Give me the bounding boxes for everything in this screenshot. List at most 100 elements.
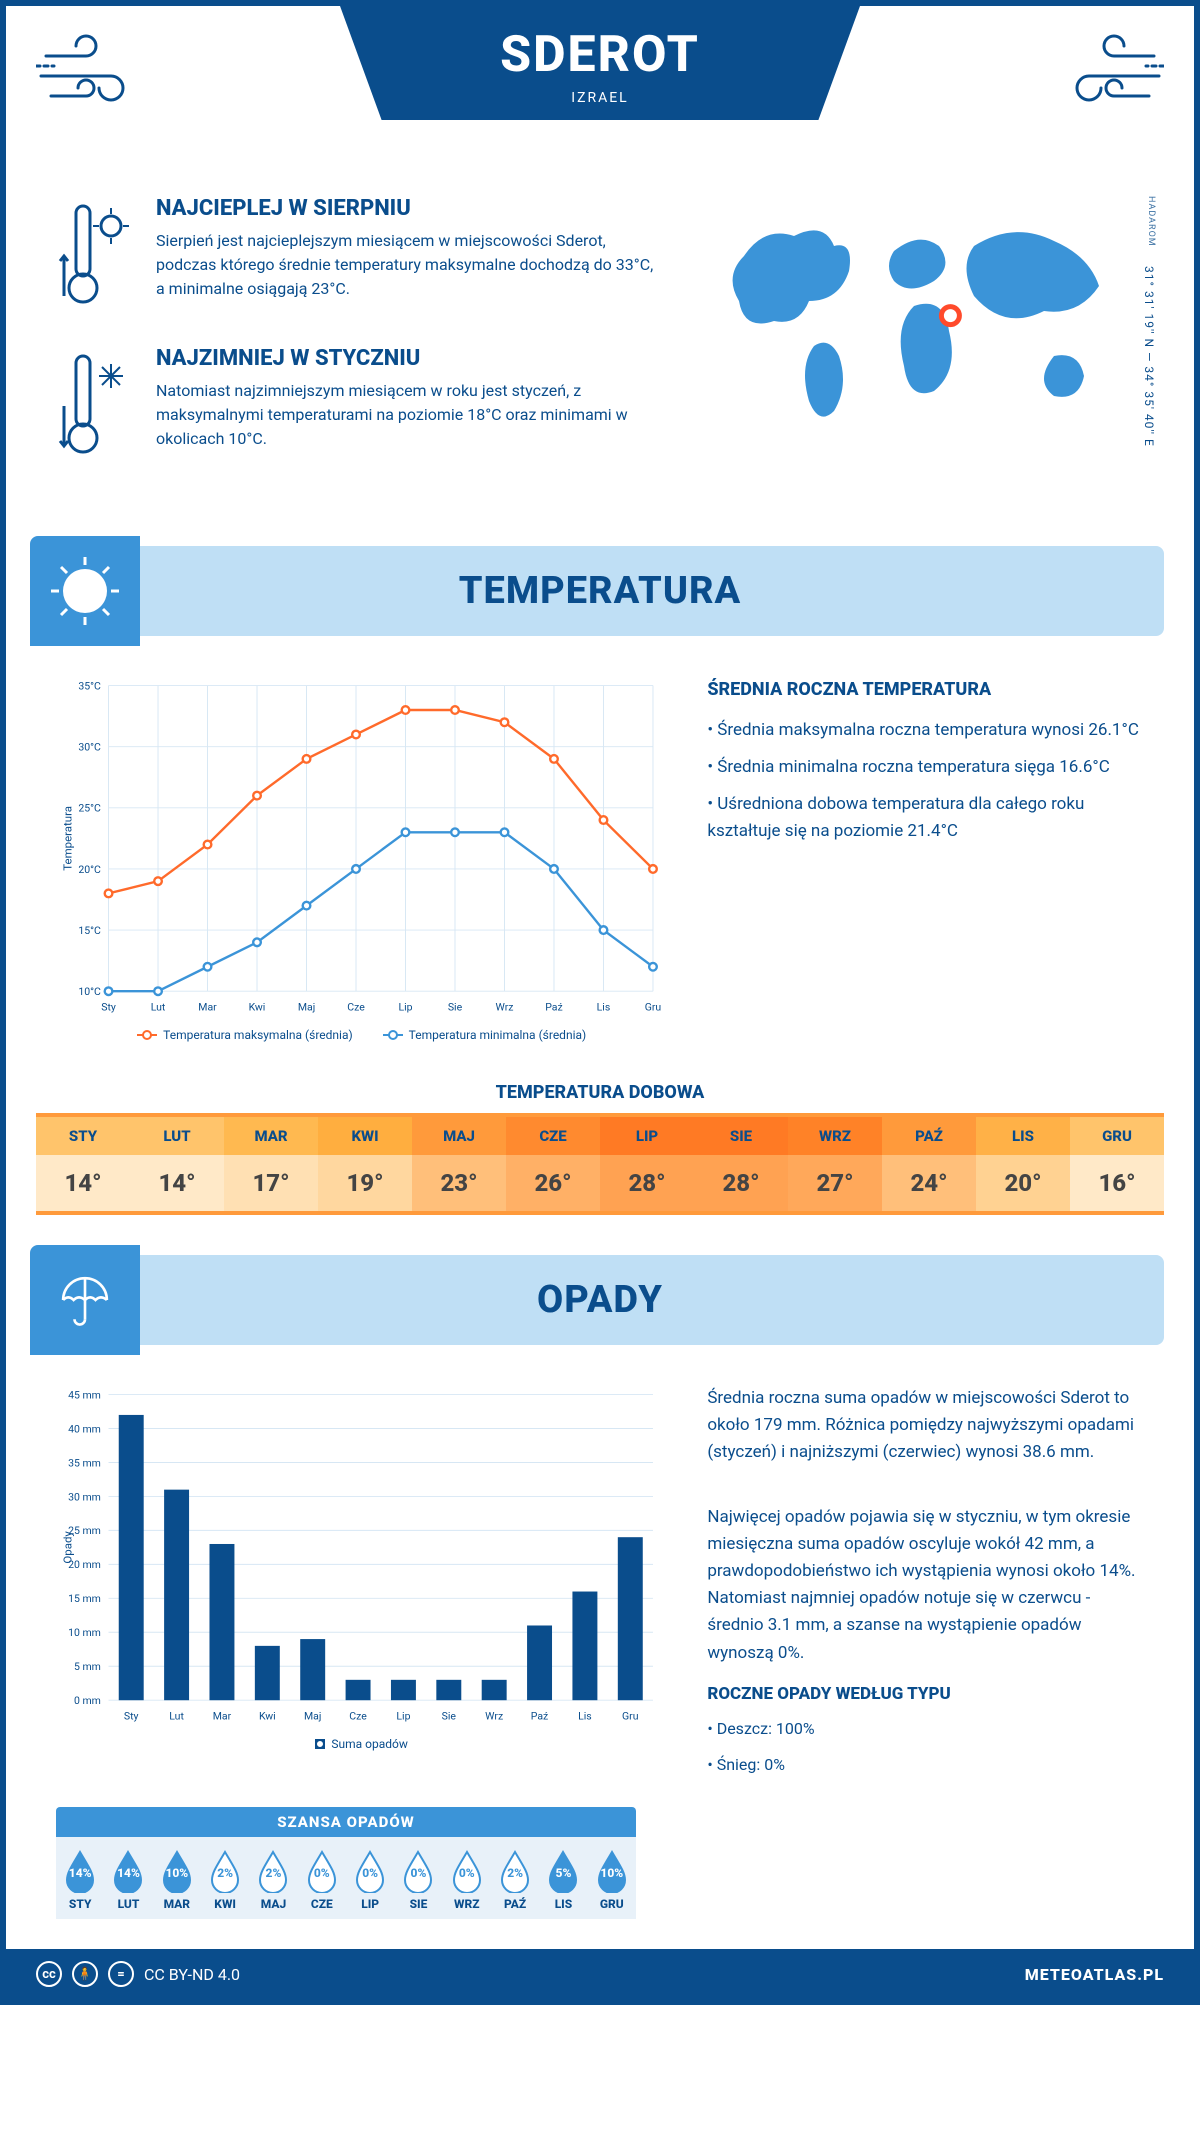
chance-cell: 2% MAJ xyxy=(249,1849,297,1911)
legend-precip: Suma opadów xyxy=(331,1737,408,1751)
svg-text:0 mm: 0 mm xyxy=(74,1694,101,1707)
svg-text:30°C: 30°C xyxy=(78,741,101,754)
svg-text:Opady: Opady xyxy=(60,1530,74,1563)
precipitation-banner: OPADY xyxy=(36,1255,1164,1345)
daily-cell: CZE 26° xyxy=(506,1117,600,1211)
chance-cell: 2% PAŹ xyxy=(491,1849,539,1911)
temp-summary-title: ŚREDNIA ROCZNA TEMPERATURA xyxy=(707,676,1144,705)
svg-text:Paź: Paź xyxy=(531,1709,549,1722)
svg-text:Maj: Maj xyxy=(304,1709,321,1722)
daily-cell: LIS 20° xyxy=(976,1117,1070,1211)
chance-title: SZANSA OPADÓW xyxy=(56,1807,636,1837)
svg-text:Sie: Sie xyxy=(442,1709,457,1722)
svg-text:5 mm: 5 mm xyxy=(74,1660,101,1673)
daily-cell: STY 14° xyxy=(36,1117,130,1211)
chance-cell: 0% SIE xyxy=(394,1849,442,1911)
daily-cell: WRZ 27° xyxy=(788,1117,882,1211)
raindrop-icon: 10% xyxy=(595,1849,629,1893)
raindrop-icon: 2% xyxy=(256,1849,290,1893)
hottest-text: Sierpień jest najcieplejszym miesiącem w… xyxy=(156,229,664,301)
svg-text:40 mm: 40 mm xyxy=(68,1422,101,1435)
hottest-title: NAJCIEPLEJ W SIERPNIU xyxy=(156,196,664,221)
daily-cell: MAR 17° xyxy=(224,1117,318,1211)
precipitation-bar-chart: 0 mm5 mm10 mm15 mm20 mm25 mm30 mm35 mm40… xyxy=(56,1385,667,1787)
raindrop-icon: 10% xyxy=(160,1849,194,1893)
title-banner: SDEROT IZRAEL xyxy=(340,6,860,120)
raindrop-icon: 14% xyxy=(63,1849,97,1893)
chance-cell: 10% GRU xyxy=(588,1849,636,1911)
footer: cc 🧍 = CC BY-ND 4.0 METEOATLAS.PL xyxy=(6,1949,1194,1999)
svg-text:45 mm: 45 mm xyxy=(68,1388,101,1401)
precip-type-title: ROCZNE OPADY WEDŁUG TYPU xyxy=(707,1681,1144,1708)
wind-icon-right xyxy=(1044,26,1164,116)
chance-cell: 14% STY xyxy=(56,1849,104,1911)
svg-text:Kwi: Kwi xyxy=(249,1000,266,1013)
coldest-title: NAJZIMNIEJ W STYCZNIU xyxy=(156,346,664,371)
chance-cell: 2% KWI xyxy=(201,1849,249,1911)
precipitation-heading: OPADY xyxy=(537,1278,663,1322)
svg-text:30 mm: 30 mm xyxy=(68,1490,101,1503)
svg-text:Sty: Sty xyxy=(124,1709,139,1722)
sun-icon xyxy=(30,536,140,646)
thermometer-cold-icon xyxy=(56,346,136,466)
cc-icon: cc xyxy=(36,1961,62,1987)
intro-section: NAJCIEPLEJ W SIERPNIU Sierpień jest najc… xyxy=(6,166,1194,526)
city-title: SDEROT xyxy=(340,26,860,84)
nd-icon: = xyxy=(108,1961,134,1987)
svg-text:Mar: Mar xyxy=(198,1000,217,1013)
svg-text:Lut: Lut xyxy=(169,1709,184,1722)
svg-text:35°C: 35°C xyxy=(78,679,101,692)
brand-text: METEOATLAS.PL xyxy=(1025,1965,1164,1984)
raindrop-icon: 0% xyxy=(353,1849,387,1893)
precip-para-1: Średnia roczna suma opadów w miejscowośc… xyxy=(707,1385,1144,1467)
raindrop-icon: 5% xyxy=(546,1849,580,1893)
header: SDEROT IZRAEL xyxy=(6,6,1194,166)
raindrop-icon: 2% xyxy=(208,1849,242,1893)
svg-text:15 mm: 15 mm xyxy=(68,1592,101,1605)
svg-text:Gru: Gru xyxy=(645,1000,662,1013)
svg-text:Lut: Lut xyxy=(151,1000,166,1013)
chance-cell: 10% MAR xyxy=(153,1849,201,1911)
svg-text:Gru: Gru xyxy=(622,1709,639,1722)
raindrop-icon: 14% xyxy=(111,1849,145,1893)
svg-text:Wrz: Wrz xyxy=(495,1000,513,1013)
daily-temp-title: TEMPERATURA DOBOWA xyxy=(6,1082,1194,1103)
coordinates: 31° 31' 19'' N — 34° 35' 40'' E xyxy=(1142,266,1156,447)
world-map: HADAROM 31° 31' 19'' N — 34° 35' 40'' E xyxy=(704,196,1144,496)
legend-max: Temperatura maksymalna (średnia) xyxy=(163,1028,353,1042)
svg-text:20°C: 20°C xyxy=(78,863,101,876)
precip-chart-legend: Suma opadów xyxy=(56,1737,667,1751)
temp-bullet: • Średnia maksymalna roczna temperatura … xyxy=(707,717,1144,744)
svg-text:10°C: 10°C xyxy=(78,985,101,998)
svg-text:10 mm: 10 mm xyxy=(68,1626,101,1639)
country-subtitle: IZRAEL xyxy=(340,90,860,106)
svg-text:Maj: Maj xyxy=(298,1000,315,1013)
by-icon: 🧍 xyxy=(72,1961,98,1987)
raindrop-icon: 0% xyxy=(305,1849,339,1893)
precip-type-item: • Śnieg: 0% xyxy=(707,1752,1144,1778)
svg-text:Cze: Cze xyxy=(349,1709,367,1722)
legend-min: Temperatura minimalna (średnia) xyxy=(409,1028,587,1042)
license-text: CC BY-ND 4.0 xyxy=(144,1965,240,1984)
daily-cell: SIE 28° xyxy=(694,1117,788,1211)
region-label: HADAROM xyxy=(1146,196,1156,247)
chance-cell: 0% CZE xyxy=(298,1849,346,1911)
svg-text:Kwi: Kwi xyxy=(259,1709,276,1722)
svg-text:25°C: 25°C xyxy=(78,802,101,815)
chance-cell: 0% WRZ xyxy=(443,1849,491,1911)
chance-cell: 5% LIS xyxy=(539,1849,587,1911)
umbrella-icon xyxy=(30,1245,140,1355)
raindrop-icon: 0% xyxy=(450,1849,484,1893)
temperature-summary: ŚREDNIA ROCZNA TEMPERATURA • Średnia mak… xyxy=(707,676,1144,1042)
chance-cell: 14% LUT xyxy=(104,1849,152,1911)
svg-text:Paź: Paź xyxy=(545,1000,563,1013)
daily-cell: PAŹ 24° xyxy=(882,1117,976,1211)
raindrop-icon: 2% xyxy=(498,1849,532,1893)
svg-text:Lis: Lis xyxy=(597,1000,611,1013)
svg-text:Cze: Cze xyxy=(347,1000,365,1013)
thermometer-hot-icon xyxy=(56,196,136,316)
chance-cell: 0% LIP xyxy=(346,1849,394,1911)
coldest-text: Natomiast najzimniejszym miesiącem w rok… xyxy=(156,379,664,451)
temp-bullet: • Uśredniona dobowa temperatura dla całe… xyxy=(707,791,1144,845)
svg-text:Wrz: Wrz xyxy=(485,1709,503,1722)
